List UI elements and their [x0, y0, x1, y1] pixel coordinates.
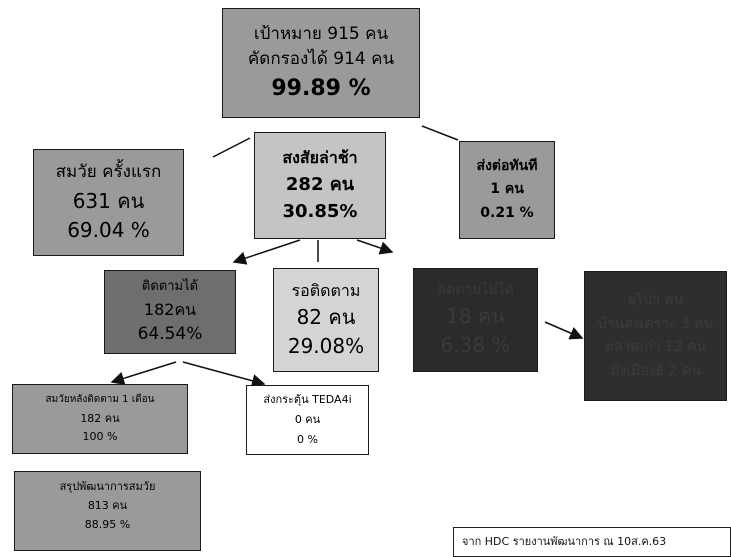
first-time-box: สมวัย ครั้งแรก 631 คน 69.04 % [33, 149, 184, 256]
after-follow-percent: 100 % [82, 430, 118, 444]
not-followed-count: 18 คน [446, 303, 505, 328]
target-screened-text: คัดกรองได้ 914 คน [247, 49, 395, 70]
not-followed-label: ติดตามไม่ได้ [437, 282, 514, 299]
first-time-label: สมวัย ครั้งแรก [55, 161, 162, 182]
after-follow-box: สมวัยหลังติดตาม 1 เดือน 182 คน 100 % [12, 384, 188, 454]
first-time-count: 631 คน [72, 189, 145, 214]
arrow-to-after-follow [110, 361, 177, 385]
relocated-line-1: ยุไปฯ คน [627, 292, 684, 308]
teda4i-label: ส่งกระตุ้น TEDA4i [263, 393, 352, 407]
arrow-to-followed [232, 239, 301, 265]
summary-label: สรุปพัฒนาการสมวัย [59, 480, 156, 493]
waiting-follow-count: 82 คน [296, 305, 356, 329]
relocated-box: ยุไปฯ คน บ้านสงเคราะ 3 คน ตลาดเก่า 12 คน… [584, 271, 727, 401]
after-follow-count: 182 คน [80, 411, 120, 425]
followed-percent: 64.54% [137, 323, 203, 344]
connector-target-right [421, 125, 459, 141]
teda4i-count: 0 คน [294, 413, 321, 427]
summary-box: สรุปพัฒนาการสมวัย 813 คน 88.95 % [14, 471, 201, 551]
refer-now-label: ส่งต่อทันที [476, 157, 538, 174]
after-follow-label: สมวัยหลังติดตาม 1 เดือน [45, 394, 155, 405]
source-footnote: จาก HDC รายงานพัฒนาการ ณ 10ส.ค.63 [453, 527, 731, 557]
not-followed-percent: 6.38 % [440, 332, 511, 357]
followed-label: ติดตามได้ [141, 279, 199, 295]
waiting-follow-label: รอติดตาม [291, 281, 361, 300]
suspected-delay-count: 282 คน [285, 174, 355, 195]
suspected-delay-box: สงสัยล่าช้า 282 คน 30.85% [254, 132, 386, 239]
summary-percent: 88.95 % [84, 517, 131, 531]
relocated-line-2: บ้านสงเคราะ 3 คน [597, 315, 714, 332]
waiting-follow-box: รอติดตาม 82 คน 29.08% [273, 268, 379, 372]
summary-count: 813 คน [87, 498, 128, 512]
refer-now-count: 1 คน [490, 181, 524, 198]
target-box: เป้าหมาย 915 คน คัดกรองได้ 914 คน 99.89 … [222, 8, 420, 118]
first-time-percent: 69.04 % [67, 218, 150, 243]
arrow-to-teda4i [182, 361, 266, 388]
suspected-delay-label: สงสัยล่าช้า [282, 148, 358, 167]
refer-now-box: ส่งต่อทันที 1 คน 0.21 % [459, 141, 555, 239]
not-followed-box: ติดตามไม่ได้ 18 คน 6.38 % [413, 268, 538, 372]
followed-count: 182คน [143, 299, 197, 319]
target-percent-text: 99.89 % [271, 75, 371, 101]
waiting-follow-percent: 29.08% [287, 334, 365, 358]
arrow-to-not-followed [356, 239, 394, 255]
connector-target-left [212, 137, 251, 158]
teda4i-percent: 0 % [297, 432, 318, 446]
suspected-delay-percent: 30.85% [282, 200, 358, 222]
teda4i-box: ส่งกระตุ้น TEDA4i 0 คน 0 % [246, 385, 369, 455]
followed-box: ติดตามได้ 182คน 64.54% [104, 270, 236, 354]
relocated-line-4: มังเมืองธิ 2 คน [610, 362, 701, 379]
refer-now-percent: 0.21 % [480, 204, 534, 221]
relocated-line-3: ตลาดเก่า 12 คน [604, 339, 707, 355]
target-goal-text: เป้าหมาย 915 คน [253, 24, 389, 44]
connector-lines [110, 125, 584, 388]
arrow-to-relocated [544, 321, 584, 340]
